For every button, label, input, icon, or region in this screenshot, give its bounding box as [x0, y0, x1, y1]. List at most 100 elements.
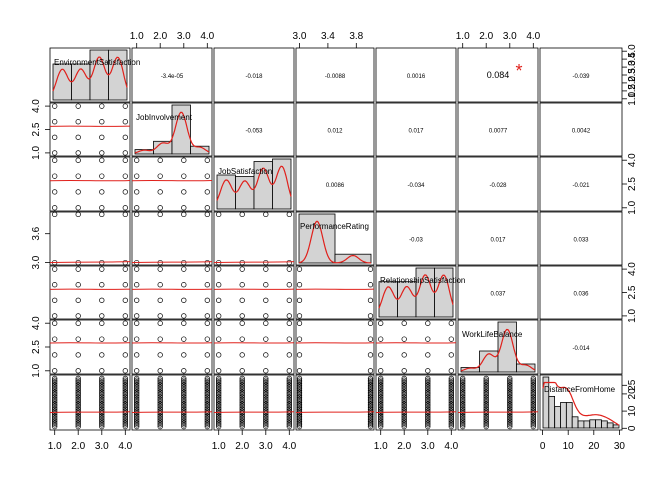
scatter-point	[157, 394, 163, 400]
scatter-point	[507, 387, 513, 394]
scatter-point	[75, 420, 81, 426]
scatter-point	[425, 392, 431, 399]
scatter-point	[530, 415, 536, 421]
scatter-point	[75, 103, 81, 109]
scatter-point	[239, 422, 245, 428]
scatter-point	[448, 379, 454, 385]
scatter-point	[216, 417, 222, 423]
scatter-point	[296, 387, 303, 394]
scatter-point	[286, 379, 292, 385]
scatter-point	[296, 392, 303, 399]
scatter-point	[122, 103, 128, 109]
scatter-point	[52, 422, 58, 428]
scatter-point	[367, 384, 374, 390]
scatter-point	[122, 336, 128, 342]
scatter-point	[216, 392, 222, 399]
scatter-point	[157, 336, 163, 342]
scatter-point	[157, 423, 163, 430]
scatter-point	[296, 377, 303, 383]
scatter-point	[75, 282, 81, 288]
scatter-point	[134, 313, 140, 319]
scatter-point	[52, 398, 58, 404]
scatter-point	[216, 313, 222, 319]
scatter-point	[204, 394, 210, 400]
scatter-point	[52, 401, 58, 407]
scatter-point	[157, 403, 163, 409]
scatter-point	[263, 399, 269, 406]
scatter-point	[401, 382, 407, 388]
variable-label: DistanceFromHome	[544, 385, 616, 394]
scatter-point	[460, 398, 466, 404]
scatter-point	[122, 211, 128, 218]
scatter-point	[181, 320, 187, 326]
tick-label: 1.0	[627, 200, 638, 214]
scatter-point	[286, 377, 292, 383]
scatter-point	[401, 384, 407, 390]
scatter-point	[181, 211, 187, 218]
scatter-point	[134, 384, 140, 390]
panel-frame	[131, 47, 213, 103]
tick-label: 30	[614, 441, 626, 452]
scatter-point	[286, 403, 292, 409]
scatter-point	[286, 313, 292, 319]
scatter-point	[181, 384, 187, 390]
scatter-point	[263, 211, 269, 218]
tick-label: 3.4	[321, 31, 335, 42]
scatter-point	[530, 396, 536, 402]
density-curve	[378, 274, 454, 309]
scatter-point	[401, 403, 407, 409]
scatter-point	[367, 396, 374, 402]
scatter-point	[157, 420, 163, 426]
scatter-point	[75, 157, 81, 163]
panel-frame	[49, 47, 131, 103]
scatter-point	[425, 389, 431, 395]
scatter-point	[448, 418, 454, 425]
scatter-point	[425, 410, 431, 416]
scatter-point	[296, 375, 303, 382]
scatter-point	[286, 387, 292, 394]
scatter-point	[425, 415, 431, 421]
scatter-point	[460, 418, 466, 425]
scatter-point	[507, 389, 513, 395]
tick-label: 20	[588, 441, 600, 452]
scatter-point	[122, 266, 128, 272]
scatter-point	[460, 415, 466, 421]
scatter-point	[216, 368, 222, 374]
scatter-point	[367, 266, 374, 272]
scatter-point	[204, 410, 210, 416]
scatter-point	[216, 396, 222, 402]
scatter-point	[52, 368, 58, 374]
scatter-point	[99, 173, 105, 179]
scatter-point	[530, 413, 536, 419]
panel-frame	[375, 47, 457, 103]
scatter-point	[99, 375, 105, 382]
scatter-point	[239, 405, 245, 411]
correlation-value: 0.017	[490, 238, 506, 244]
scatter-point	[52, 313, 58, 319]
scatter-point	[52, 396, 58, 402]
scatter-point	[239, 415, 245, 421]
scatter-point	[367, 415, 374, 421]
tick-label: 4.0	[444, 441, 458, 452]
scatter-point	[378, 418, 384, 425]
scatter-point	[460, 422, 466, 428]
scatter-point	[239, 336, 245, 342]
panel-frame	[539, 211, 623, 266]
correlation-value: 0.012	[327, 129, 343, 135]
scatter-point	[507, 379, 513, 385]
scatter-point	[239, 408, 245, 414]
panel-frame	[457, 211, 539, 266]
scatter-point	[216, 423, 222, 430]
tick-label: 2.0	[71, 441, 85, 452]
scatter-point	[99, 352, 105, 358]
scatter-point	[122, 392, 128, 399]
tick-label: 10	[563, 441, 575, 452]
scatter-point	[204, 375, 210, 382]
scatter-point	[460, 408, 466, 414]
scatter-point	[401, 415, 407, 421]
scatter-point	[216, 413, 222, 419]
scatter-point	[425, 420, 431, 426]
histogram-bar	[334, 253, 372, 264]
scatter-point	[134, 379, 140, 385]
scatter-point	[507, 403, 513, 409]
